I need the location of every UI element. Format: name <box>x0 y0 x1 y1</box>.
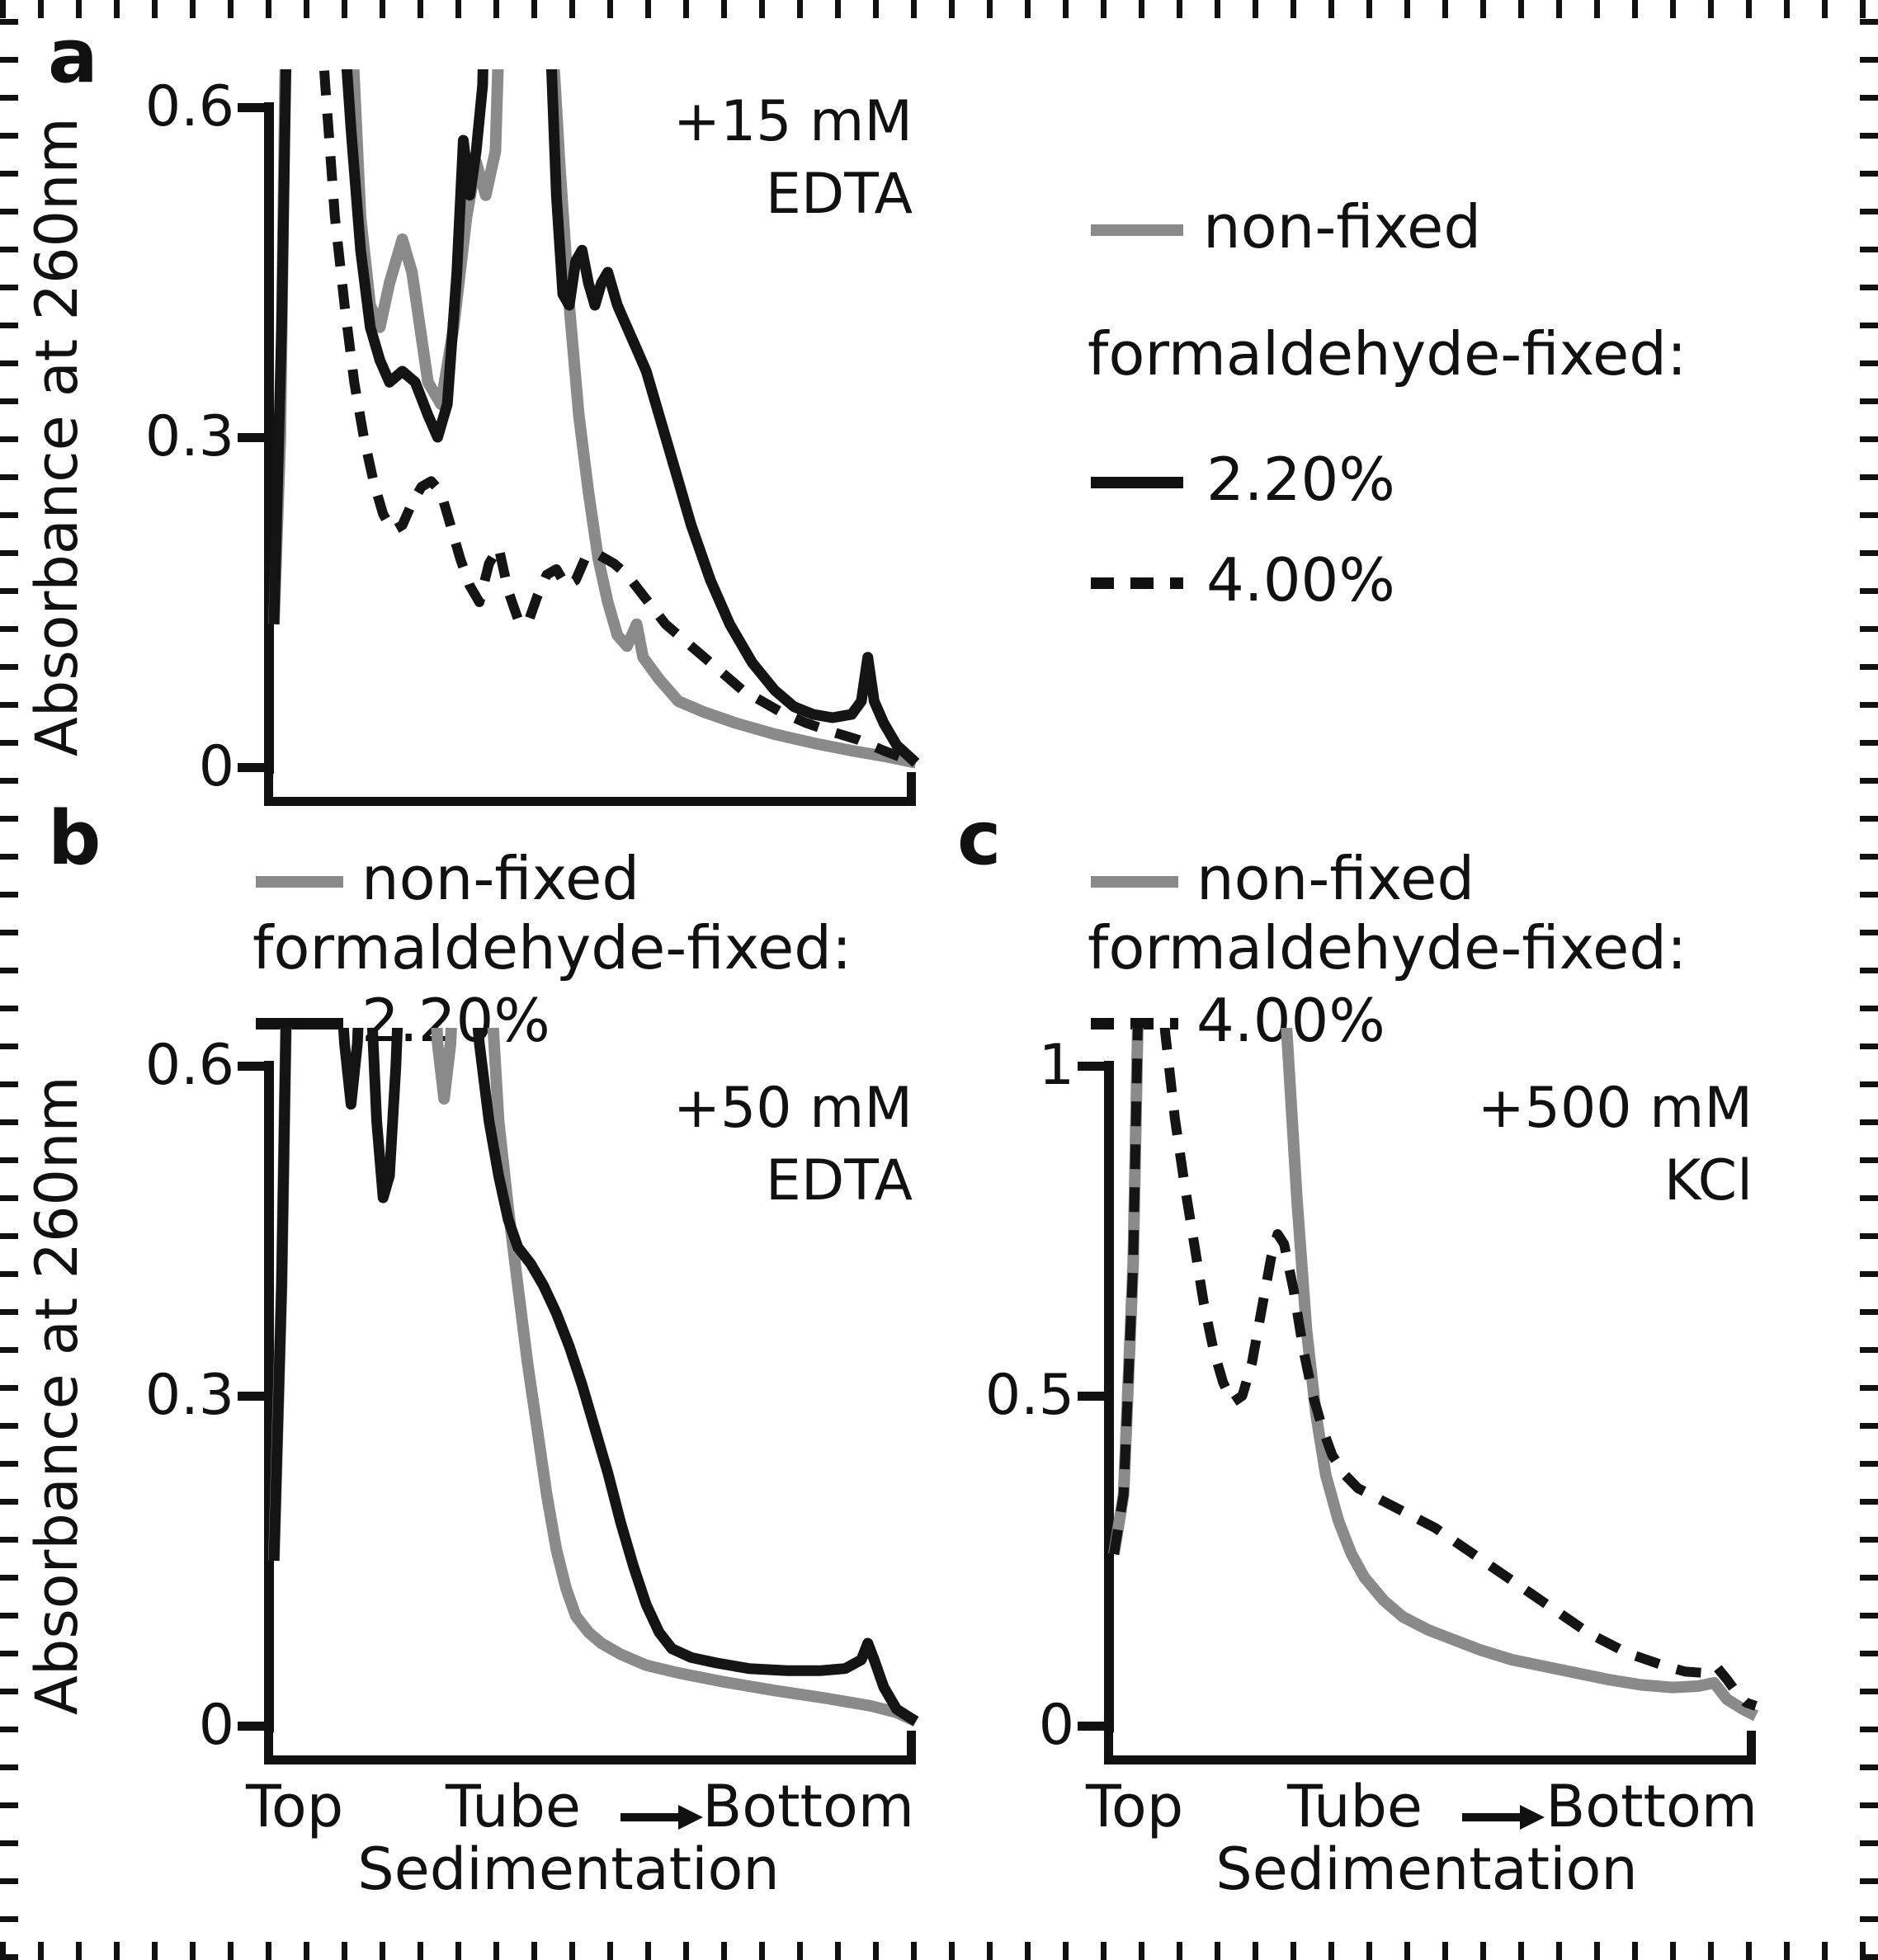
legend-b-nonfixed-label: non-fixed <box>361 844 640 913</box>
panel-b-ytick-03 <box>238 1392 264 1401</box>
panel-a-x-bracket <box>264 772 916 806</box>
panel-a-y-axis-label: Absorbance at 260nm <box>23 117 91 757</box>
panel-b-xlabel-top: Top <box>246 1773 344 1840</box>
panel-a-y-axis <box>264 102 274 774</box>
panel-c-letter: c <box>957 795 1002 882</box>
legend-a-solid-label: 2.20% <box>1206 445 1395 514</box>
legend-a-group-title: formaldehyde-fixed: <box>1088 319 1687 389</box>
panel-b-sedimentation-arrow-icon <box>620 1805 703 1830</box>
legend-c-dashed-line-icon <box>1091 1018 1178 1029</box>
panel-c-sedimentation-arrow-icon <box>1462 1805 1545 1830</box>
panel-b-chart <box>268 1028 919 1727</box>
legend-c-nonfixed-label: non-fixed <box>1196 844 1475 913</box>
panel-a-ytick-label-03: 0.3 <box>144 404 234 469</box>
panel-b-xaxis-title: Sedimentation <box>357 1835 780 1903</box>
border-ticks-left <box>0 0 18 1960</box>
legend-b-nonfixed-line-icon <box>256 876 343 888</box>
panel-c-x-bracket <box>1104 1731 1756 1764</box>
panel-a-ytick-03 <box>238 433 264 442</box>
panel-c-ytick-label-0: 0 <box>1038 1693 1074 1758</box>
panel-a-ytick-label-06: 0.6 <box>144 74 234 139</box>
panel-c-xaxis-title: Sedimentation <box>1215 1835 1638 1903</box>
border-ticks-bottom <box>0 1942 1878 1960</box>
panel-a-ytick-0 <box>238 763 264 772</box>
legend-c-group-title: formaldehyde-fixed: <box>1088 913 1687 982</box>
legend-a-nonfixed-line-icon <box>1091 224 1183 236</box>
panel-b-y-axis <box>264 1061 274 1732</box>
panel-c-xlabel-tube: Tube <box>1287 1773 1423 1840</box>
legend-a-solid-line-icon <box>1091 477 1183 488</box>
legend-b-solid-line-icon <box>256 1018 343 1029</box>
panel-c-ytick-1 <box>1078 1062 1104 1071</box>
legend-b-group-title: formaldehyde-fixed: <box>252 913 852 982</box>
panel-c-xlabel-bottom: Bottom <box>1545 1773 1758 1840</box>
panel-b-x-bracket <box>264 1731 916 1764</box>
border-ticks-right <box>1860 0 1878 1960</box>
panel-c-xlabel-top: Top <box>1086 1773 1184 1840</box>
panel-c-ytick-0 <box>1078 1722 1104 1731</box>
panel-a-ytick-06 <box>238 103 264 112</box>
panel-a-chart <box>268 69 920 769</box>
panel-b-xlabel-bottom: Bottom <box>702 1773 914 1840</box>
panel-b-annotation: +50 mM EDTA <box>672 1076 913 1214</box>
legend-a-dashed-line-icon <box>1091 577 1183 589</box>
legend-a-dashed-label: 4.00% <box>1206 545 1395 615</box>
panel-a-letter: a <box>48 13 98 100</box>
panel-b-ytick-label-06: 0.6 <box>144 1033 234 1098</box>
panel-b-letter: b <box>48 795 101 882</box>
border-ticks-top <box>0 0 1878 18</box>
panel-b-ytick-label-0: 0 <box>198 1693 234 1758</box>
panel-c-chart <box>1108 1028 1759 1722</box>
panel-b-xlabel-tube: Tube <box>446 1773 581 1840</box>
panel-c-ytick-05 <box>1078 1392 1104 1401</box>
panel-b-ytick-0 <box>238 1722 264 1731</box>
panel-c-annotation: +500 mM KCl <box>1477 1076 1753 1214</box>
panel-b-y-axis-label: Absorbance at 260nm <box>23 1076 91 1716</box>
panel-c-y-axis <box>1104 1061 1114 1732</box>
legend-a-nonfixed-label: non-fixed <box>1203 192 1482 261</box>
panel-c-ytick-label-1: 1 <box>1038 1033 1074 1098</box>
panel-c-ytick-label-05: 0.5 <box>984 1363 1074 1428</box>
panel-b-ytick-label-03: 0.3 <box>144 1363 234 1428</box>
panel-a-ytick-label-0: 0 <box>198 734 234 799</box>
panel-a-annotation: +15 mM EDTA <box>672 89 913 228</box>
legend-c-nonfixed-line-icon <box>1091 876 1178 888</box>
panel-b-ytick-06 <box>238 1062 264 1071</box>
